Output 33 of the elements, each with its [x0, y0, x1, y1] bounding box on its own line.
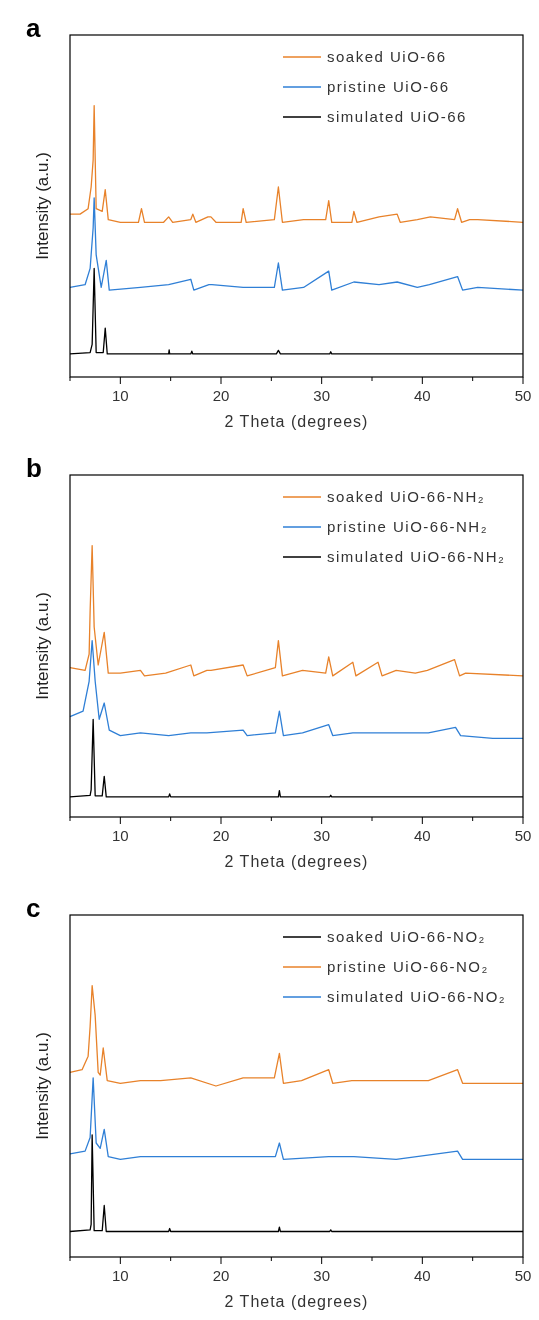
legend-label: simulated UiO-66-NH₂ — [327, 548, 506, 565]
legend-label: soaked UiO-66-NH₂ — [327, 488, 486, 505]
x-axis-title: 2 Theta (degrees) — [224, 1293, 369, 1310]
legend-label: soaked UiO-66-NO₂ — [327, 928, 486, 945]
x-tick-label: 20 — [212, 387, 230, 404]
legend-label: simulated UiO-66-NO₂ — [327, 988, 507, 1005]
legend-label: pristine UiO-66 — [327, 78, 450, 95]
x-tick-label: 20 — [212, 827, 230, 844]
y-axis-title: Intensity (a.u.) — [33, 592, 52, 700]
x-tick-label: 10 — [111, 827, 129, 844]
x-tick-label: 50 — [514, 387, 532, 404]
y-axis-title: Intensity (a.u.) — [33, 152, 52, 260]
legend-label: pristine UiO-66-NH₂ — [327, 518, 489, 535]
x-axis-title: 2 Theta (degrees) — [224, 413, 369, 430]
x-tick-label: 40 — [413, 387, 431, 404]
x-tick-label: 40 — [413, 1267, 431, 1284]
x-axis-title: 2 Theta (degrees) — [224, 853, 369, 870]
x-tick-label: 50 — [514, 827, 532, 844]
chart-title: c — [26, 893, 41, 923]
x-tick-label: 10 — [111, 1267, 129, 1284]
x-tick-label: 40 — [413, 827, 431, 844]
x-tick-label: 20 — [212, 1267, 230, 1284]
x-tick-label: 10 — [111, 387, 129, 404]
y-axis-title: Intensity (a.u.) — [33, 1032, 52, 1140]
x-tick-label: 30 — [313, 827, 331, 844]
legend-label: soaked UiO-66 — [327, 48, 447, 65]
legend-label: simulated UiO-66 — [327, 108, 467, 125]
chart-title: b — [26, 453, 42, 483]
chart-title: a — [26, 13, 41, 43]
legend-label: pristine UiO-66-NO₂ — [327, 958, 489, 975]
x-tick-label: 30 — [313, 1267, 331, 1284]
x-tick-label: 30 — [313, 387, 331, 404]
x-tick-label: 50 — [514, 1267, 532, 1284]
